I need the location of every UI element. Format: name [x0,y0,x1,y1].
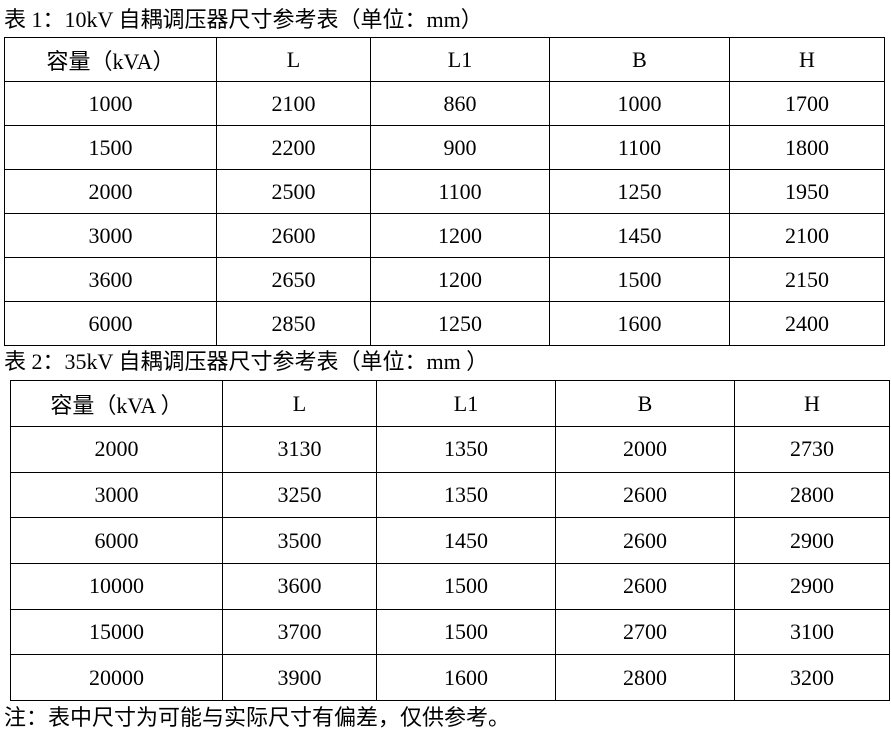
table-row: 2000 3130 1350 2000 2730 [10,426,890,473]
table-cell: 1500 [376,563,556,610]
table-cell: 3200 [734,654,890,702]
table-row: 6000 2850 1250 1600 2400 [4,301,885,346]
table-cell: 2600 [555,471,735,519]
table-cell: 1600 [376,654,556,702]
table-cell: 2100 [729,213,885,258]
table-cell: 2500 [216,169,371,214]
column-header: B [555,380,735,427]
table-cell: 1450 [376,517,556,565]
table-cell: 1100 [370,169,550,214]
header-row: 容量（kVA） L L1 B H [4,37,885,82]
table-cell: 6000 [10,517,223,565]
table-cell: 2000 [10,426,223,473]
table-cell: 2600 [216,213,371,258]
table-row: 1000 2100 860 1000 1700 [4,81,885,126]
table-row: 1500 2200 900 1100 1800 [4,125,885,170]
header-row: 容量（kVA ） L L1 B H [10,380,890,427]
table-row: 3600 2650 1200 1500 2150 [4,257,885,302]
column-header: L1 [376,380,556,427]
column-header: H [734,380,890,427]
table-cell: 3600 [222,563,377,610]
table-cell: 2800 [734,471,890,519]
table-cell: 2000 [4,169,217,214]
table-cell: 2900 [734,517,890,565]
table-cell: 2000 [555,426,735,473]
table-cell: 1450 [549,213,730,258]
table-cell: 1800 [729,125,885,170]
table-cell: 2600 [555,563,735,610]
table-cell: 1350 [376,426,556,473]
table-cell: 1250 [370,301,550,346]
table-cell: 3000 [4,213,217,258]
table-cell: 1200 [370,257,550,302]
table-35kv-dimensions: 容量（kVA ） L L1 B H 2000 3130 1350 2000 2730 3000 325… [10,380,890,702]
column-header: 容量（kVA） [4,37,217,82]
footnote: 注：表中尺寸为可能与实际尺寸有偏差，仅供参考。 [4,705,511,730]
table-cell: 3250 [222,471,377,519]
table-row: 3000 3250 1350 2600 2800 [10,471,890,519]
table-cell: 3130 [222,426,377,473]
table-cell: 1700 [729,81,885,126]
table-row: 2000 2500 1100 1250 1950 [4,169,885,214]
table-cell: 1600 [549,301,730,346]
table-10kv-dimensions: 容量（kVA） L L1 B H 1000 2100 860 1000 1700 1500 2200 9… [4,37,885,346]
table-cell: 2150 [729,257,885,302]
table-row: 3000 2600 1200 1450 2100 [4,213,885,258]
table-row: 15000 3700 1500 2700 3100 [10,608,890,656]
table-cell: 3700 [222,608,377,656]
table-cell: 2200 [216,125,371,170]
table-cell: 1200 [370,213,550,258]
table-cell: 2800 [555,654,735,702]
table-cell: 3900 [222,654,377,702]
table-row: 10000 3600 1500 2600 2900 [10,563,890,610]
table-cell: 20000 [10,654,223,702]
table-cell: 1000 [549,81,730,126]
table-cell: 3600 [4,257,217,302]
table-cell: 860 [370,81,550,126]
table-cell: 10000 [10,563,223,610]
table-cell: 1100 [549,125,730,170]
table-row: 6000 3500 1450 2600 2900 [10,517,890,565]
table-cell: 6000 [4,301,217,346]
table-cell: 3000 [10,471,223,519]
table-cell: 2650 [216,257,371,302]
column-header: L [216,37,371,82]
table-cell: 1350 [376,471,556,519]
column-header: L1 [370,37,550,82]
table-row: 20000 3900 1600 2800 3200 [10,654,890,702]
column-header: L [222,380,377,427]
table-cell: 3500 [222,517,377,565]
table-cell: 1000 [4,81,217,126]
table-cell: 1500 [376,608,556,656]
table2-title: 表 2：35kV 自耦调压器尺寸参考表（单位：mm ） [4,349,489,374]
table-cell: 2100 [216,81,371,126]
table-cell: 900 [370,125,550,170]
table-cell: 1500 [4,125,217,170]
table-cell: 2850 [216,301,371,346]
table-cell: 2400 [729,301,885,346]
column-header: B [549,37,730,82]
table-cell: 1250 [549,169,730,214]
table-cell: 1500 [549,257,730,302]
table1-title: 表 1：10kV 自耦调压器尺寸参考表（单位：mm） [4,7,483,32]
table-cell: 15000 [10,608,223,656]
table-cell: 2700 [555,608,735,656]
column-header: 容量（kVA ） [10,380,223,427]
column-header: H [729,37,885,82]
table-cell: 1950 [729,169,885,214]
table-cell: 2600 [555,517,735,565]
table-cell: 3100 [734,608,890,656]
table-cell: 2900 [734,563,890,610]
table-cell: 2730 [734,426,890,473]
